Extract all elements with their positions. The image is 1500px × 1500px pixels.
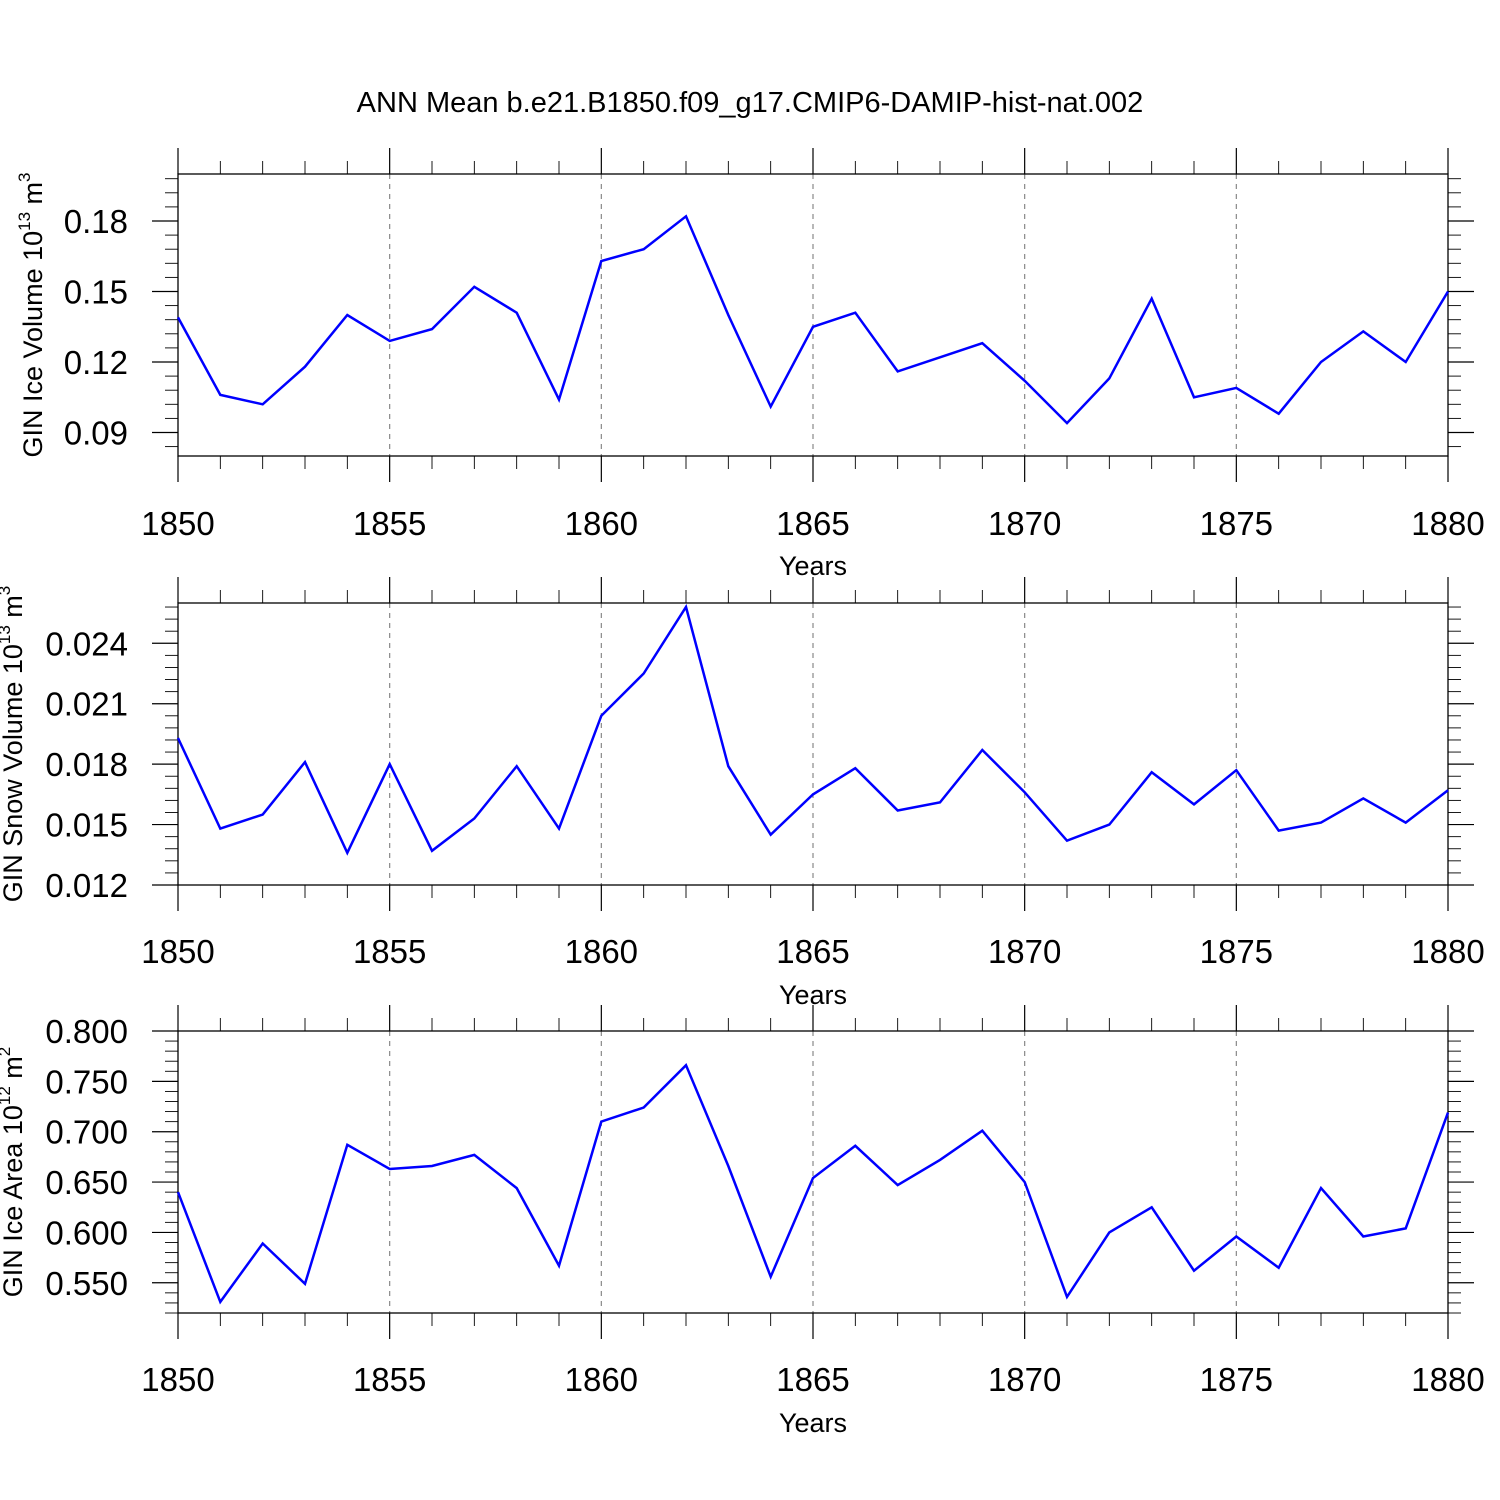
y-axis-title-text: GIN Snow Volume 10 (0, 644, 28, 902)
y-tick-label: 0.18 (64, 203, 128, 240)
x-axis-title: Years (779, 551, 847, 581)
y-axis-title-unit: m (18, 182, 48, 212)
x-tick-label: 1875 (1200, 1361, 1273, 1398)
y-tick-label: 0.024 (45, 625, 128, 662)
x-tick-label: 1865 (776, 505, 849, 542)
x-axis-title: Years (779, 1408, 847, 1438)
chart-panel-2: 1850 1855 1860 1865 1870 1875 1880 0.012 0.015 0.… (0, 577, 1485, 1010)
y-axis-title-unit: m (0, 595, 28, 625)
x-tick-label: 1875 (1200, 933, 1273, 970)
y-axis-title-unit-exponent: 3 (0, 586, 14, 595)
x-tick-label: 1880 (1411, 933, 1484, 970)
y-tick-label: 0.12 (64, 344, 128, 381)
x-tick-label: 1855 (353, 505, 426, 542)
chart-panel-3: 1850 1855 1860 1865 1870 1875 1880 0.550 0.600 0.… (0, 1005, 1485, 1438)
x-tick-label: 1850 (141, 505, 214, 542)
y-tick-label: 0.15 (64, 274, 128, 311)
y-axis-title-unit-exponent: 3 (15, 172, 34, 181)
y-tick-label: 0.015 (45, 807, 128, 844)
y-tick-label: 0.600 (45, 1214, 128, 1251)
y-axis-title-exponent: 13 (15, 212, 34, 231)
y-axis-title: GIN Ice Volume 1013 m3 (15, 172, 48, 457)
y-tick-label: 0.09 (64, 415, 128, 452)
x-tick-label: 1855 (353, 933, 426, 970)
x-tick-label: 1860 (565, 1361, 638, 1398)
x-tick-label: 1865 (776, 1361, 849, 1398)
y-tick-label: 0.550 (45, 1265, 128, 1302)
y-tick-label: 0.650 (45, 1164, 128, 1201)
y-tick-label: 0.800 (45, 1013, 128, 1050)
y-axis-title: GIN Ice Area 1012 m2 (0, 1047, 28, 1298)
y-tick-label: 0.012 (45, 867, 128, 904)
y-axis-title-text: GIN Ice Area 10 (0, 1105, 28, 1297)
y-tick-label: 0.021 (45, 686, 128, 723)
y-axis-title-text: GIN Ice Volume 10 (18, 231, 48, 458)
y-axis-title-exponent: 12 (0, 1086, 14, 1105)
x-tick-label: 1870 (988, 933, 1061, 970)
chart-title: ANN Mean b.e21.B1850.f09_g17.CMIP6-DAMIP… (357, 87, 1144, 119)
y-axis-title-unit: m (0, 1056, 28, 1086)
x-tick-label: 1865 (776, 933, 849, 970)
x-tick-label: 1850 (141, 933, 214, 970)
x-tick-label: 1880 (1411, 1361, 1484, 1398)
y-tick-label: 0.700 (45, 1114, 128, 1151)
x-tick-label: 1860 (565, 933, 638, 970)
chart-panel-1: 1850 1855 1860 1865 1870 1875 1880 0.09 0.12 0.15… (15, 148, 1485, 581)
chart-panels: 1850 1855 1860 1865 1870 1875 1880 0.09 0.12 0.15… (0, 148, 1485, 1438)
x-tick-label: 1875 (1200, 505, 1273, 542)
x-tick-label: 1855 (353, 1361, 426, 1398)
x-tick-label: 1860 (565, 505, 638, 542)
x-tick-label: 1880 (1411, 505, 1484, 542)
y-tick-label: 0.750 (45, 1063, 128, 1100)
y-axis-title-exponent: 13 (0, 625, 14, 644)
y-axis-title: GIN Snow Volume 1013 m3 (0, 586, 28, 903)
x-tick-label: 1870 (988, 1361, 1061, 1398)
y-tick-label: 0.018 (45, 746, 128, 783)
x-tick-label: 1870 (988, 505, 1061, 542)
x-tick-label: 1850 (141, 1361, 214, 1398)
y-axis-title-unit-exponent: 2 (0, 1047, 14, 1056)
